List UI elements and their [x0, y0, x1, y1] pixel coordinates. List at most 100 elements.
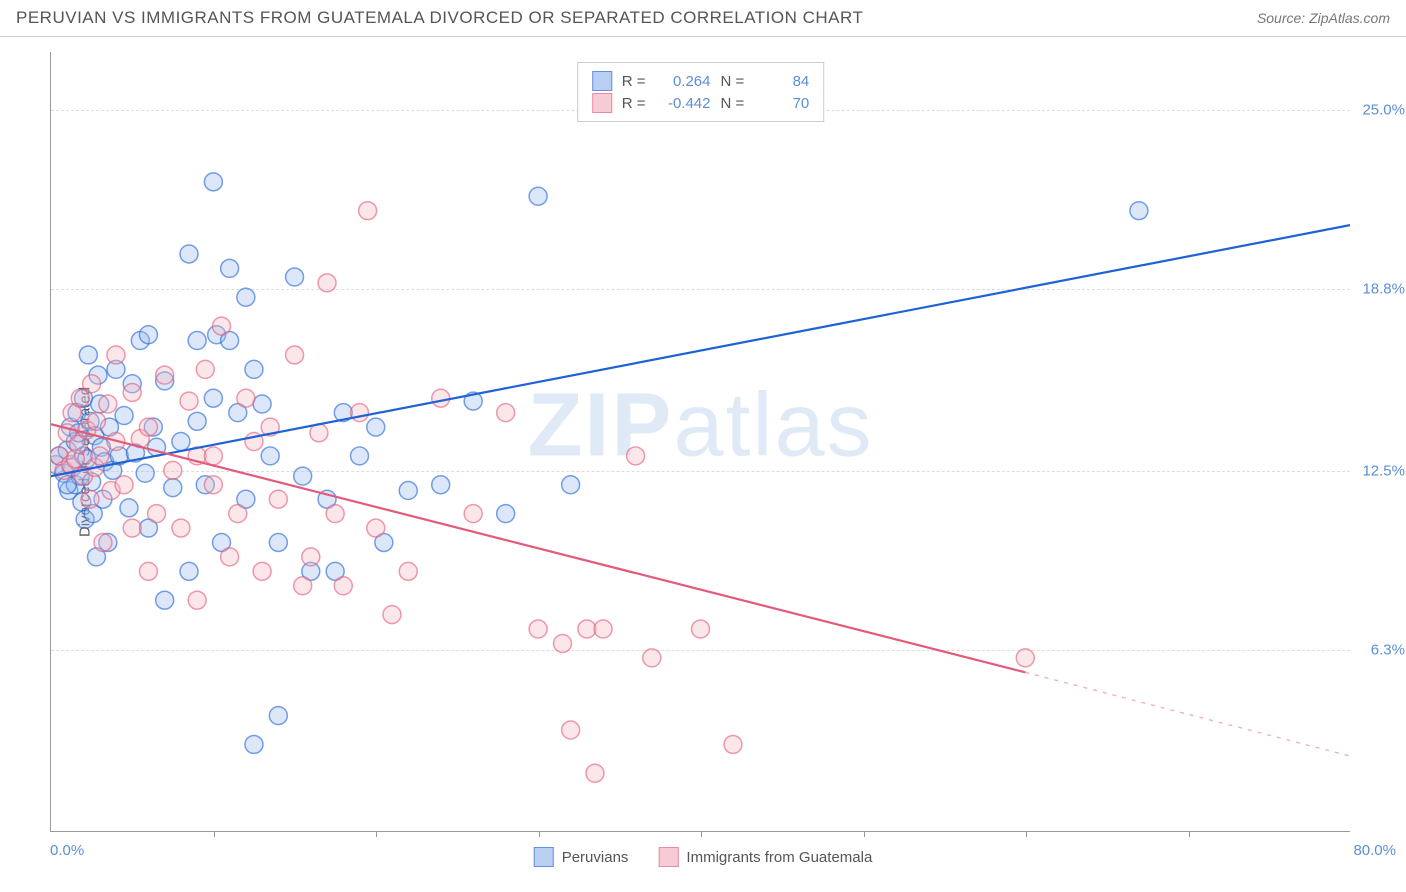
data-point	[164, 461, 182, 479]
data-point	[399, 482, 417, 500]
data-point	[172, 433, 190, 451]
data-point	[99, 395, 117, 413]
data-point	[578, 620, 596, 638]
data-point	[286, 346, 304, 364]
legend-r-value: -0.442	[656, 95, 711, 112]
data-point	[196, 360, 214, 378]
legend-n-value: 70	[754, 95, 809, 112]
data-point	[229, 505, 247, 523]
x-axis-tick-mark	[539, 831, 540, 837]
data-point	[269, 533, 287, 551]
legend-series-label: Immigrants from Guatemala	[686, 849, 872, 866]
data-point	[553, 634, 571, 652]
data-point	[139, 326, 157, 344]
legend-correlation-row: R =0.264N =84	[592, 71, 810, 91]
data-point	[269, 490, 287, 508]
data-point	[692, 620, 710, 638]
data-point	[318, 274, 336, 292]
data-point	[188, 412, 206, 430]
legend-series-item: Immigrants from Guatemala	[658, 847, 872, 867]
legend-swatch	[658, 847, 678, 867]
data-point	[91, 447, 109, 465]
data-point	[1016, 649, 1034, 667]
source-label: Source:	[1257, 10, 1305, 26]
data-point	[156, 591, 174, 609]
data-point	[351, 404, 369, 422]
data-point	[180, 392, 198, 410]
data-point	[594, 620, 612, 638]
data-point	[139, 562, 157, 580]
data-point	[351, 447, 369, 465]
data-point	[253, 395, 271, 413]
data-point	[432, 389, 450, 407]
data-point	[115, 407, 133, 425]
data-point	[497, 505, 515, 523]
data-point	[627, 447, 645, 465]
data-point	[245, 360, 263, 378]
data-point	[383, 606, 401, 624]
legend-r-label: R =	[622, 95, 646, 112]
data-point	[269, 707, 287, 725]
data-point	[180, 562, 198, 580]
data-point	[221, 259, 239, 277]
x-axis-tick-end: 80.0%	[1353, 842, 1396, 859]
data-point	[136, 464, 154, 482]
data-point	[139, 418, 157, 436]
data-point	[188, 591, 206, 609]
data-point	[562, 476, 580, 494]
data-point	[286, 268, 304, 286]
legend-series-item: Peruvians	[534, 847, 629, 867]
legend-series-label: Peruvians	[562, 849, 629, 866]
data-point	[326, 505, 344, 523]
data-point	[497, 404, 515, 422]
x-axis-tick-start: 0.0%	[50, 842, 84, 859]
data-point	[221, 548, 239, 566]
data-point	[529, 187, 547, 205]
data-point	[562, 721, 580, 739]
source-link[interactable]: ZipAtlas.com	[1309, 10, 1390, 26]
data-point	[164, 479, 182, 497]
data-point	[302, 548, 320, 566]
data-point	[123, 519, 141, 537]
data-point	[1130, 202, 1148, 220]
data-point	[123, 383, 141, 401]
trend-line	[51, 225, 1350, 476]
y-axis-tick-label: 12.5%	[1362, 462, 1405, 479]
data-point	[213, 317, 231, 335]
data-point	[172, 519, 190, 537]
legend-correlation: R =0.264N =84R =-0.442N =70	[577, 62, 825, 122]
data-point	[367, 519, 385, 537]
data-point	[586, 764, 604, 782]
legend-r-label: R =	[622, 73, 646, 90]
data-point	[432, 476, 450, 494]
data-point	[156, 366, 174, 384]
data-point	[94, 533, 112, 551]
chart-title: PERUVIAN VS IMMIGRANTS FROM GUATEMALA DI…	[16, 8, 863, 28]
chart-container: Divorced or Separated ZIPatlas R =0.264N…	[0, 37, 1406, 887]
legend-swatch	[534, 847, 554, 867]
legend-correlation-row: R =-0.442N =70	[592, 93, 810, 113]
data-point	[464, 505, 482, 523]
data-point	[81, 490, 99, 508]
x-axis-tick-mark	[1026, 831, 1027, 837]
data-point	[237, 389, 255, 407]
data-point	[115, 476, 133, 494]
data-point	[399, 562, 417, 580]
trend-line-extrapolated	[1025, 672, 1350, 756]
legend-swatch	[592, 71, 612, 91]
plot-area: ZIPatlas R =0.264N =84R =-0.442N =70 6.3…	[50, 52, 1350, 832]
data-point	[204, 476, 222, 494]
data-point	[120, 499, 138, 517]
data-point	[79, 346, 97, 364]
y-axis-tick-label: 18.8%	[1362, 280, 1405, 297]
data-point	[204, 389, 222, 407]
data-point	[83, 375, 101, 393]
plot-svg	[51, 52, 1350, 831]
source-attribution: Source: ZipAtlas.com	[1257, 10, 1390, 26]
data-point	[204, 173, 222, 191]
data-point	[359, 202, 377, 220]
y-axis-tick-label: 6.3%	[1371, 642, 1405, 659]
data-point	[180, 245, 198, 263]
data-point	[107, 346, 125, 364]
x-axis-tick-mark	[701, 831, 702, 837]
